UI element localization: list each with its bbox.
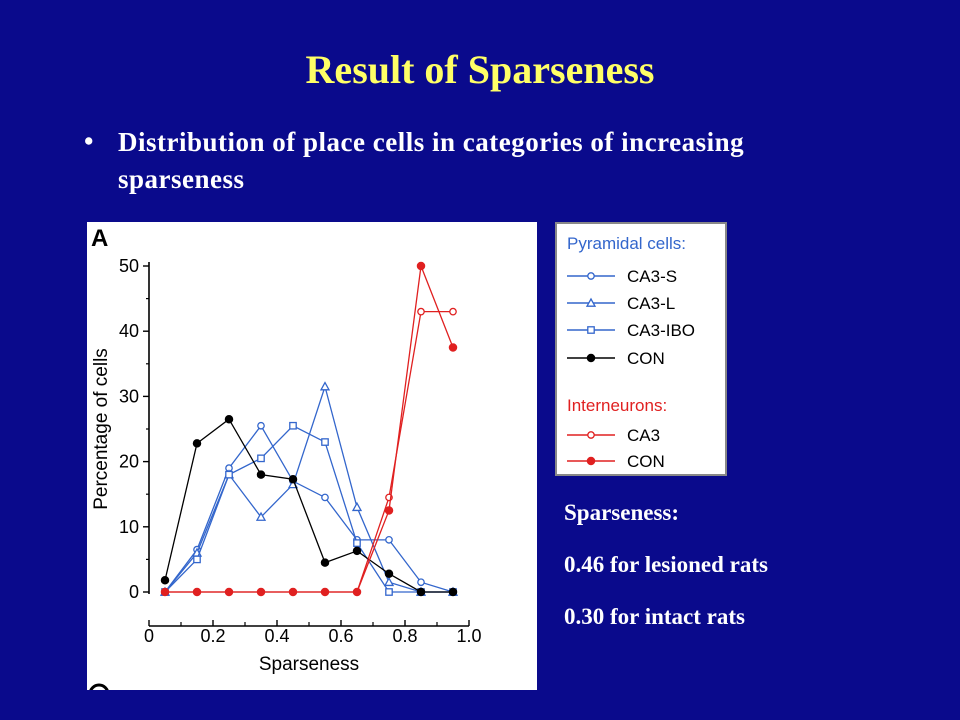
series-con-3 [160,414,458,597]
data-point [224,587,234,597]
slide-title: Result of Sparseness [305,47,655,92]
cropped-next-panel-mark [89,683,109,690]
data-point [224,414,234,424]
data-point [448,587,458,597]
y-tick-label: 20 [119,452,139,472]
data-point [160,587,170,597]
series-ca3-s-0 [161,421,457,596]
x-tick-label: 0.2 [200,626,225,646]
data-point [288,587,298,597]
data-point [192,587,202,597]
data-point [288,474,298,484]
y-axis-label: Percentage of cells [91,348,112,510]
x-tick-label: 0.8 [392,626,417,646]
series-line [164,384,453,593]
sparseness-intact: 0.30 for intact rats [564,604,745,629]
y-axis: 0 10 20 30 40 50 [119,256,150,602]
data-point [160,576,170,585]
legend-label: CA3-IBO [627,321,695,340]
y-tick-label: 10 [119,517,139,537]
legend-label: CON [627,349,665,368]
legend-marker [585,297,597,307]
legend-item: CA3 [567,426,660,445]
panel-label: A [91,225,108,252]
series-line [165,265,454,593]
legend-pyramidal-heading: Pyramidal cells: [567,234,686,253]
legend-item: CON [567,349,665,368]
chart-legend: Pyramidal cells: CA3-S CA3-L CA3-IBO CON Inte… [555,222,727,476]
x-tick-label: 1.0 [456,626,481,646]
data-point [256,470,266,479]
data-point [192,439,202,448]
series-line [164,424,454,593]
data-point [257,421,265,430]
x-axis-label: Sparseness [259,654,359,675]
sparseness-heading: Sparseness: [564,500,680,525]
legend-item: CA3-S [567,267,677,286]
x-tick-label: 0.6 [328,626,353,646]
data-point [448,343,458,352]
chart-panel: A 0 10 20 30 40 50 0 0.2 0.4 0.6 0.8 1.0 Sparseness Pe… [87,222,537,690]
line-chart: A 0 10 20 30 40 50 0 0.2 0.4 0.6 0.8 1.0 Sparseness Pe… [89,225,482,690]
legend-label: CON [627,452,665,471]
y-tick-label: 50 [119,256,139,276]
data-point [384,569,394,578]
legend-marker [587,431,595,439]
data-point [385,535,393,544]
data-point [193,555,201,564]
data-point [351,501,363,512]
data-point [225,470,233,479]
data-point [417,578,425,587]
data-point [449,307,457,316]
legend-marker [587,272,595,280]
legend-item: CA3-IBO [567,321,695,340]
data-point [320,558,330,567]
series-line [164,418,453,593]
data-point [416,261,426,271]
data-point [383,576,395,587]
series-line [164,424,453,593]
data-point [353,539,361,547]
legend-marker [586,353,596,363]
data-point [416,587,426,597]
data-point [417,307,425,316]
data-point [384,506,394,515]
data-point [321,493,329,502]
legend-marker [587,326,595,334]
x-tick-label: 0 [144,626,154,646]
series-con-5 [160,261,458,597]
legend-label: CA3 [627,426,660,445]
legend-interneurons-heading: Interneurons: [567,396,667,415]
x-axis: 0 0.2 0.4 0.6 0.8 1.0 [144,620,482,646]
data-point [255,511,267,521]
data-point [320,587,330,597]
data-point [256,587,266,597]
legend-label: CA3-S [627,267,677,286]
data-point [352,587,362,597]
series-ca3-4 [161,307,457,596]
bullet-marker: • [84,126,94,156]
data-point [257,454,265,463]
data-point [385,588,393,596]
legend-label: CA3-L [627,294,675,313]
y-tick-label: 30 [119,386,139,406]
y-tick-label: 0 [129,582,139,602]
data-point [321,438,329,446]
legend-marker [586,456,596,466]
data-point [319,381,331,391]
y-tick-label: 40 [119,321,139,341]
x-tick-label: 0.4 [264,626,289,646]
legend-item: CA3-L [567,294,675,313]
data-point [352,546,362,556]
data-point [289,421,297,430]
legend-graphic: Pyramidal cells: CA3-S CA3-L CA3-IBO CON Inte… [567,234,695,471]
bullet-text: Distribution of place cells in categorie… [118,127,745,194]
legend-item: CON [567,452,665,471]
sparseness-lesioned: 0.46 for lesioned rats [564,552,769,577]
